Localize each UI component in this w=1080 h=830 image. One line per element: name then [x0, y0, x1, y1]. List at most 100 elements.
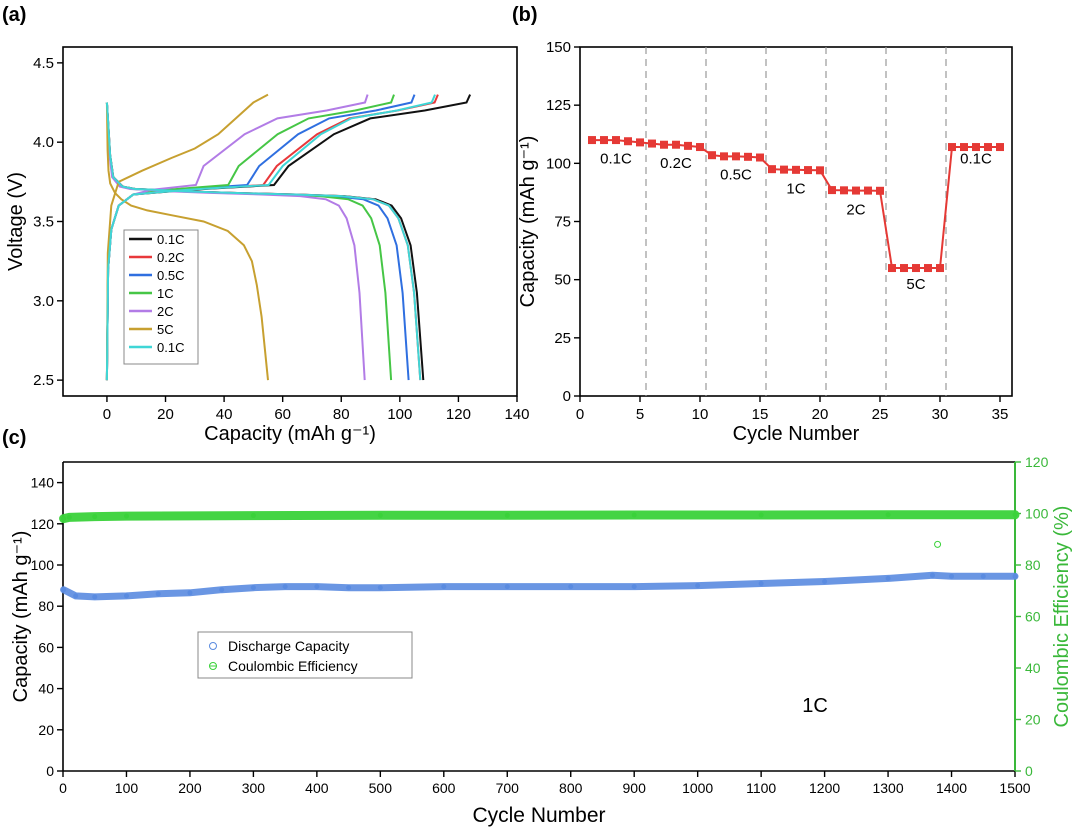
- capacity-point: [960, 143, 968, 152]
- x-tick-label: 600: [432, 780, 456, 796]
- capacity-point: [888, 264, 896, 273]
- x-tick-label: 80: [333, 406, 350, 423]
- rate-label: 1C: [786, 181, 805, 198]
- x-tick-label: 500: [369, 780, 393, 796]
- capacity-point: [708, 151, 716, 160]
- discharge-point: [61, 587, 67, 593]
- x-tick-label: 0: [103, 406, 111, 423]
- discharge-point: [282, 584, 288, 590]
- y-tick-label: 3.5: [33, 214, 54, 231]
- discharge-point: [219, 587, 225, 593]
- discharge-point: [758, 581, 764, 587]
- charge-curve-5: [105, 93, 269, 381]
- discharge-point: [314, 584, 320, 590]
- y-right-tick-label: 120: [1025, 454, 1049, 470]
- x-tick-label: 1400: [936, 780, 967, 796]
- discharge-point: [885, 575, 891, 581]
- capacity-point: [876, 186, 884, 195]
- x-tick-label: 400: [305, 780, 329, 796]
- capacity-point: [636, 138, 644, 147]
- discharge-capacity-band: [60, 571, 1019, 601]
- x-tick-label: 1300: [872, 780, 903, 796]
- panel-c-long-cycling: (c)0 100 200 300 400 500 600 700 800 900 1000 1100 1…: [2, 427, 1073, 827]
- x-tick-label: 200: [178, 780, 202, 796]
- rate-label: 0.2C: [660, 155, 692, 172]
- y-axis-label: Voltage (V): [5, 172, 27, 271]
- capacity-point: [660, 140, 668, 149]
- discharge-point: [123, 593, 129, 599]
- discharge-point: [377, 585, 383, 591]
- discharge-point: [949, 573, 955, 579]
- x-tick-label: 140: [504, 406, 529, 423]
- y-right-tick-label: 0: [1025, 763, 1033, 779]
- y-tick-label: 40: [38, 681, 54, 697]
- legend-label: 0.5C: [157, 268, 184, 283]
- y-right-tick-label: 40: [1025, 660, 1041, 676]
- x-tick-label: 300: [242, 780, 266, 796]
- discharge-point: [346, 585, 352, 591]
- capacity-point: [996, 143, 1004, 152]
- capacity-point: [900, 264, 908, 273]
- capacity-point: [948, 143, 956, 152]
- discharge-point: [92, 594, 98, 600]
- legend-label-ce: Coulombic Efficiency: [228, 658, 358, 674]
- x-tick-label: 100: [387, 406, 412, 423]
- rate-label: 0.5C: [720, 167, 752, 184]
- x-tick-label: 35: [992, 406, 1009, 423]
- capacity-point: [840, 186, 848, 195]
- x-tick-label: 1500: [999, 780, 1030, 796]
- discharge-point: [1012, 573, 1018, 579]
- capacity-point: [768, 165, 776, 174]
- y-tick-label: 0: [563, 388, 571, 405]
- panel-c-label: (c): [2, 427, 26, 449]
- rate-label: 2C: [846, 202, 865, 219]
- y-tick-label: 2.5: [33, 372, 54, 389]
- capacity-point: [600, 136, 608, 145]
- y-tick-label: 125: [546, 97, 571, 114]
- legend-label: 0.2C: [157, 250, 184, 265]
- y-tick-label: 60: [38, 639, 54, 655]
- capacity-point: [732, 152, 740, 161]
- x-tick-label: 60: [274, 406, 291, 423]
- capacity-point: [744, 152, 752, 161]
- y-tick-label: 100: [546, 155, 571, 172]
- legend-label: 0.1C: [157, 340, 184, 355]
- capacity-point: [912, 264, 920, 273]
- y-tick-label: 100: [31, 557, 55, 573]
- x-tick-label: 1000: [682, 780, 713, 796]
- y-tick-label: 4.5: [33, 55, 54, 72]
- ce-point: [885, 512, 891, 518]
- legend-box: [123, 229, 199, 365]
- x-tick-label: 0: [576, 406, 584, 423]
- ce-point: [504, 512, 510, 518]
- x-tick-label: 15: [752, 406, 769, 423]
- y-tick-label: 80: [38, 598, 54, 614]
- x-tick-label: 20: [812, 406, 829, 423]
- panel-b-rate-capability: (b) 0 5 10 15 20 25 30 35 0 25 50 75 100 125 150 0.1C 0.2…: [512, 4, 1013, 445]
- x-tick-label: 1100: [746, 780, 776, 796]
- x-tick-label: 40: [216, 406, 233, 423]
- legend-label: 0.1C: [157, 232, 184, 247]
- capacity-point: [972, 143, 980, 152]
- legend-marker-discharge: [209, 642, 217, 650]
- x-axis-label: Capacity (mAh g⁻¹): [204, 423, 376, 445]
- capacity-point: [720, 152, 728, 161]
- ce-point: [61, 516, 67, 522]
- y-tick-label: 150: [546, 39, 571, 56]
- rate-label: 5C: [906, 276, 925, 293]
- ce-point: [66, 514, 72, 520]
- y-right-tick-label: 20: [1025, 712, 1041, 728]
- ce-outlier-point: [934, 540, 942, 548]
- y-tick-label: 0: [46, 763, 54, 779]
- discharge-curve-6: [105, 102, 422, 381]
- legend-label: 2C: [157, 304, 174, 319]
- capacity-point: [756, 153, 764, 162]
- capacity-point: [696, 143, 704, 152]
- capacity-point: [828, 186, 836, 195]
- capacity-point: [588, 136, 596, 145]
- ce-point: [377, 512, 383, 518]
- x-axis-label: Cycle Number: [733, 423, 860, 445]
- y-right-tick-label: 80: [1025, 557, 1041, 573]
- capacity-point: [816, 166, 824, 175]
- rate-annotation: 1C: [802, 695, 828, 717]
